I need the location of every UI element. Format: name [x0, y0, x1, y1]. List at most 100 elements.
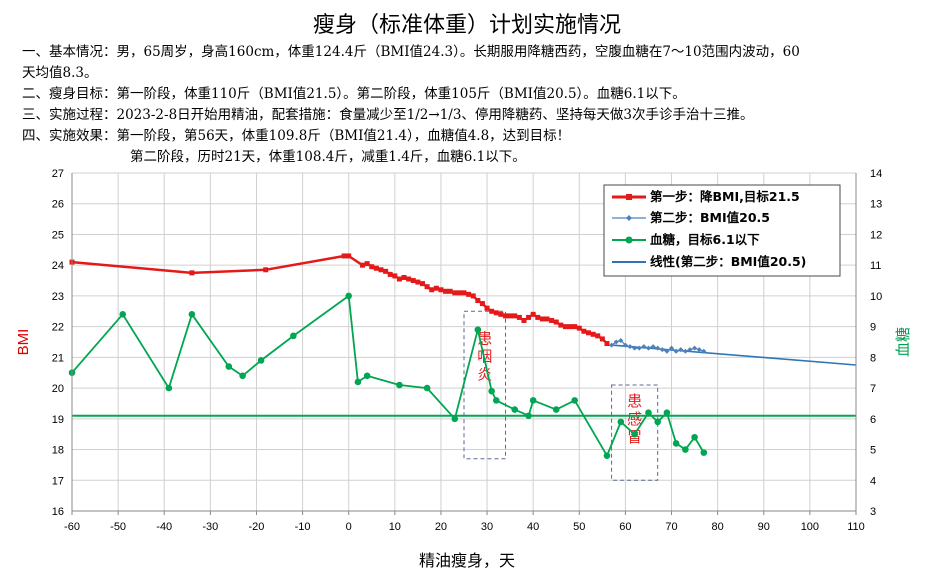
step1-point	[263, 267, 269, 273]
x-tick-label: -30	[202, 521, 218, 533]
step1-point	[599, 336, 605, 342]
step2-point	[609, 342, 615, 348]
step1-point	[553, 319, 559, 325]
glucose-point	[474, 326, 482, 334]
step1-point	[572, 324, 578, 330]
glucose-point	[354, 378, 362, 386]
y-left-tick-label: 19	[52, 414, 64, 426]
step1-point	[562, 324, 568, 330]
y-left-tick-label: 27	[52, 168, 64, 180]
step1-point	[549, 317, 555, 323]
step1-point	[516, 314, 522, 320]
step2-point	[636, 345, 642, 351]
step1-point	[530, 311, 536, 317]
glucose-point	[488, 387, 495, 395]
step1-point	[544, 316, 550, 322]
glucose-point	[257, 357, 265, 364]
info-line-2: 天均值8.3。	[22, 65, 97, 81]
legend-label-glucose: 血糖，目标6.1以下	[650, 232, 760, 247]
y-left-tick-label: 17	[52, 475, 64, 487]
step1-point	[512, 313, 518, 319]
x-tick-label: 80	[712, 521, 724, 533]
step1-point	[406, 276, 412, 282]
step1-point	[503, 313, 509, 319]
y-left-tick-label: 24	[52, 260, 64, 272]
step1-point	[470, 293, 476, 299]
glucose-point	[672, 440, 680, 447]
step2-point	[622, 342, 628, 348]
y-right-tick-label: 14	[870, 168, 882, 180]
step1-point	[521, 317, 527, 323]
legend-item-glucose: 血糖，目标6.1以下	[612, 232, 760, 247]
glucose-point	[682, 446, 689, 453]
step1-point	[447, 288, 453, 294]
legend-box	[603, 184, 841, 277]
glucose-point	[451, 415, 459, 423]
step1-point	[604, 341, 610, 347]
y-left-tick-label: 21	[52, 352, 64, 364]
legend-label-step2: 第二步：BMI值20.5	[650, 210, 770, 225]
step2-point	[627, 344, 633, 350]
step1-point	[341, 253, 347, 259]
glucose-point	[119, 311, 127, 318]
step1-point	[466, 291, 472, 297]
step1-point	[346, 253, 352, 259]
trend-line	[611, 344, 857, 366]
y-left-tick-label: 20	[52, 383, 64, 395]
glucose-point	[511, 406, 519, 413]
glucose-point	[225, 363, 233, 370]
glucose-point	[525, 412, 532, 420]
x-tick-label: 0	[346, 521, 352, 533]
step1-point	[535, 314, 541, 320]
legend-item-step2: 第二步：BMI值20.5	[612, 210, 770, 225]
step1-point	[507, 313, 513, 319]
legend-item-trend: 线性(第二步：BMI值20.5)	[612, 254, 806, 269]
info-line-4: 三、实施过程：2023-2-8日开始用精油，配套措施：食量减少至1/2→1/3、…	[22, 106, 754, 123]
legend-label-trend: 线性(第二步：BMI值20.5)	[650, 254, 806, 269]
y-left-tick-label: 26	[52, 199, 64, 211]
glucose-point	[492, 397, 500, 404]
y-right-tick-label: 13	[870, 199, 882, 211]
legend-marker-step2	[626, 215, 632, 221]
step1-point	[558, 322, 564, 328]
step1-point	[475, 298, 481, 304]
glucose-point	[645, 409, 652, 416]
legend-label-step1: 第一步：降BMI,目标21.5	[650, 189, 800, 204]
step1-point	[595, 333, 601, 339]
step1-point	[433, 285, 439, 291]
x-tick-label: 10	[389, 521, 401, 533]
glucose-point	[239, 372, 246, 380]
step1-point	[456, 290, 462, 296]
x-tick-label: 100	[801, 521, 819, 533]
step2-point	[655, 345, 661, 351]
glucose-point	[654, 418, 661, 426]
annotation-text-2: 感	[627, 410, 642, 428]
legend-marker-glucose	[625, 236, 633, 244]
step2-point	[650, 344, 656, 350]
step1-point	[539, 316, 545, 322]
step2-point	[659, 347, 665, 353]
glucose-point	[552, 406, 560, 413]
x-tick-label: -10	[295, 521, 311, 533]
y-axis-left-title: BMI	[15, 329, 32, 356]
y-right-tick-label: 8	[870, 352, 876, 364]
step1-point	[364, 261, 370, 267]
step1-point	[567, 324, 573, 330]
x-tick-label: 50	[573, 521, 585, 533]
step1-point	[479, 301, 485, 307]
y-right-tick-label: 10	[870, 291, 882, 303]
step1-point	[369, 264, 375, 270]
legend: 第一步：降BMI,目标21.5 第二步：BMI值20.5 血糖，目标6.1以下 …	[603, 184, 841, 277]
glucose-point	[631, 430, 638, 438]
x-tick-label: 30	[481, 521, 493, 533]
step2-point	[632, 345, 638, 351]
info-line-5: 四、实施效果：第一阶段，第56天，体重109.8斤（BMI值21.4），血糖值4…	[22, 127, 570, 144]
x-tick-label: 90	[758, 521, 770, 533]
y-left-tick-label: 18	[52, 445, 64, 457]
glucose-point	[700, 449, 708, 456]
step1-point	[383, 268, 389, 274]
step2-point	[641, 344, 647, 350]
step1-point	[387, 271, 393, 277]
glucose-point	[663, 409, 671, 416]
